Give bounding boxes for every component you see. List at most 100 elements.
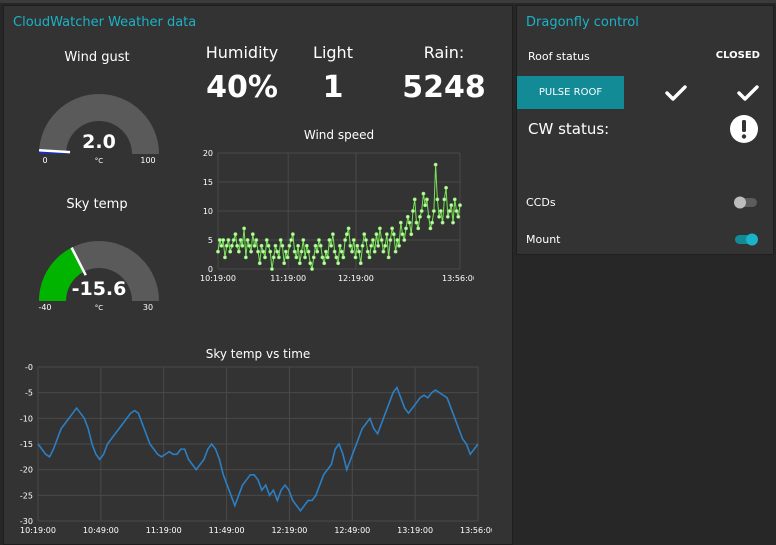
data-point [402, 238, 407, 242]
data-point [292, 249, 297, 254]
data-point [428, 226, 433, 231]
sky-temp-min: -40 [38, 303, 51, 311]
data-point [221, 238, 226, 242]
data-point [277, 255, 281, 260]
data-point [400, 232, 405, 237]
x-tick-label: 11:19:00 [146, 526, 182, 535]
y-tick-label: -25 [20, 491, 33, 500]
roof-status-label: Roof status [528, 50, 590, 63]
data-point [282, 261, 287, 266]
data-point [451, 220, 455, 225]
x-tick-label: 10:49:00 [83, 526, 119, 535]
data-point [259, 243, 264, 248]
data-point [233, 232, 238, 237]
data-point [224, 243, 229, 248]
data-point [454, 209, 459, 213]
data-point [378, 226, 382, 231]
data-point [339, 249, 344, 254]
chart-title: Sky temp vs time [206, 347, 311, 361]
wind-gust-max: 100 [140, 156, 155, 164]
data-point [324, 249, 328, 254]
weather-panel: CloudWatcher Weather data Wind gust 2.0 … [3, 5, 513, 545]
data-point [440, 220, 445, 225]
toggle-knob [734, 196, 746, 209]
data-point [381, 249, 386, 254]
data-point [426, 214, 431, 219]
data-point [257, 261, 262, 266]
data-point [367, 255, 372, 260]
ccds-toggle[interactable] [732, 194, 762, 210]
data-point [266, 243, 271, 248]
gauge-needle [70, 247, 87, 276]
data-point [447, 209, 452, 213]
data-point [433, 162, 438, 167]
data-point [383, 243, 388, 248]
data-point [299, 249, 304, 254]
data-point [252, 243, 257, 248]
y-tick-label: 10 [203, 207, 213, 216]
data-point [369, 243, 374, 248]
data-point [310, 267, 314, 271]
data-point [445, 214, 450, 219]
data-point [325, 255, 330, 260]
data-point [223, 255, 227, 260]
data-point [372, 249, 377, 254]
data-point [296, 243, 300, 248]
data-point [405, 214, 410, 219]
data-point [336, 261, 341, 266]
data-point [412, 197, 417, 202]
data-point [337, 243, 342, 248]
data-point [329, 243, 334, 248]
data-point [304, 243, 309, 248]
wind-speed-chart: Wind speed 0 5 10 15 20 10:19:00 11:19:00 12:19:… [200, 128, 474, 282]
data-point [362, 232, 367, 237]
y-tick-label: 0 [208, 265, 213, 274]
data-point [216, 249, 220, 254]
data-point [411, 209, 415, 213]
sky-temp-max: 30 [143, 303, 153, 311]
wind-gust-gauge: 2.0 °C 0 100 [39, 94, 159, 164]
data-point [334, 255, 339, 260]
data-point [438, 209, 443, 213]
sky-temp-label: Sky temp [66, 197, 128, 212]
y-tick-label: -30 [20, 517, 33, 526]
wind-gust-label: Wind gust [64, 50, 130, 65]
data-point [289, 238, 294, 242]
light-value: 1 [322, 70, 344, 105]
data-point [430, 220, 435, 225]
data-point [236, 249, 241, 254]
rain-label: Rain: [423, 43, 465, 62]
data-point [226, 238, 231, 242]
data-point [240, 243, 245, 248]
pulse-roof-button[interactable]: PULSE ROOF [517, 76, 624, 109]
data-point [358, 261, 363, 266]
data-point [371, 238, 375, 242]
y-tick-label: -15 [20, 440, 33, 449]
data-point [322, 261, 327, 266]
data-point [414, 220, 419, 225]
data-point [264, 238, 269, 242]
check-icon [665, 85, 687, 101]
y-tick-label: 5 [208, 236, 213, 245]
sky-temp-value: -15.6 [72, 278, 127, 300]
data-point [247, 243, 252, 248]
data-point [351, 238, 356, 242]
data-point [407, 220, 412, 225]
data-point [318, 243, 323, 248]
weather-panel-title: CloudWatcher Weather data [13, 15, 197, 30]
humidity-label: Humidity [205, 43, 279, 62]
data-point [364, 238, 368, 242]
cw-status-label: CW status: [528, 120, 610, 138]
dragonfly-panel: Dragonfly control Roof status CLOSED PUL… [516, 5, 774, 255]
data-point [346, 226, 351, 231]
x-tick-label: 13:19:00 [397, 526, 433, 535]
data-point [365, 249, 370, 254]
y-tick-label: 20 [203, 149, 213, 158]
mount-label: Mount [526, 233, 561, 246]
humidity-value: 40% [206, 70, 278, 105]
data-point [449, 203, 454, 208]
data-point [217, 238, 222, 242]
mount-toggle[interactable] [732, 231, 762, 247]
alert-icon [730, 115, 758, 143]
data-point [423, 203, 428, 208]
